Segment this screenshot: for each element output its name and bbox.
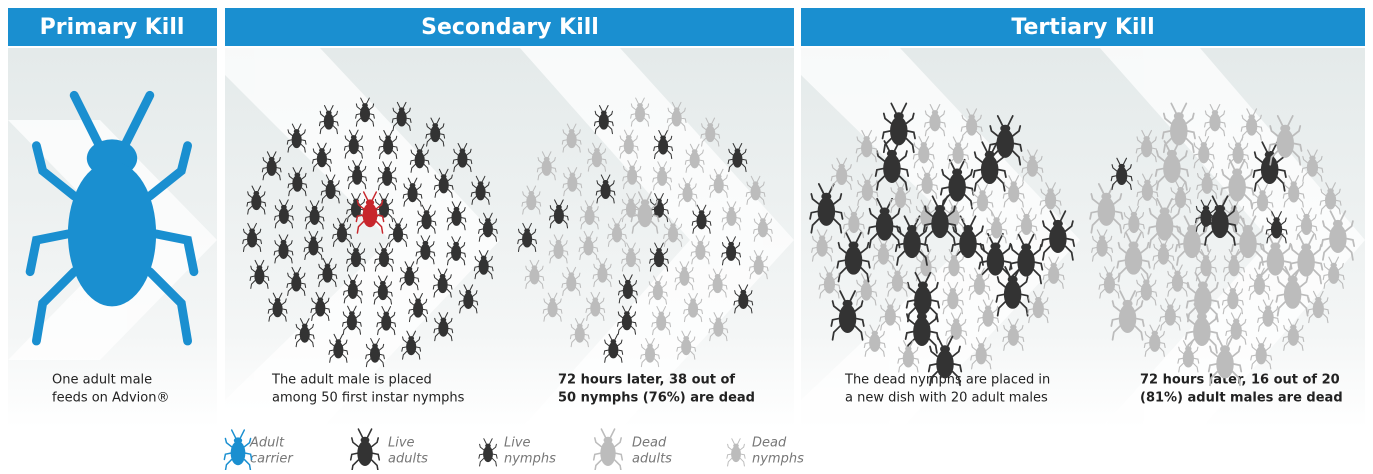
legend-label: adults (632, 452, 672, 467)
legend-label: Dead (632, 436, 667, 451)
header-bar (225, 8, 794, 46)
caption: a new dish with 20 adult males (845, 391, 1048, 406)
caption: feeds on Advion® (52, 391, 169, 406)
panel-title: Secondary Kill (421, 15, 599, 40)
legend-label: nymphs (504, 452, 556, 467)
legend-label: Dead (752, 436, 787, 451)
panel-title: Primary Kill (40, 15, 185, 40)
legend-label: Live (388, 436, 415, 451)
caption: 50 nymphs (76%) are dead (558, 391, 755, 406)
legend-label: carrier (250, 452, 294, 467)
legend-icon (726, 438, 746, 467)
legend-icon (592, 428, 624, 473)
legend-label: Adult (249, 436, 285, 451)
header-bar (8, 8, 217, 46)
panel-title: Tertiary Kill (1011, 15, 1154, 40)
caption: The dead nymphs are placed in (844, 373, 1050, 388)
caption: 72 hours later, 38 out of (558, 373, 735, 388)
legend-icon (478, 438, 498, 467)
caption: One adult male (52, 373, 152, 388)
legend-icon (349, 428, 381, 473)
header-bar (801, 8, 1365, 46)
legend-label: nymphs (752, 452, 804, 467)
legend-label: adults (388, 452, 428, 467)
caption: (81%) adult males are dead (1140, 391, 1343, 406)
legend-label: Live (504, 436, 531, 451)
caption: The adult male is placed (271, 373, 432, 388)
legend-icon (223, 429, 253, 472)
caption: among 50 first instar nymphs (272, 391, 465, 406)
